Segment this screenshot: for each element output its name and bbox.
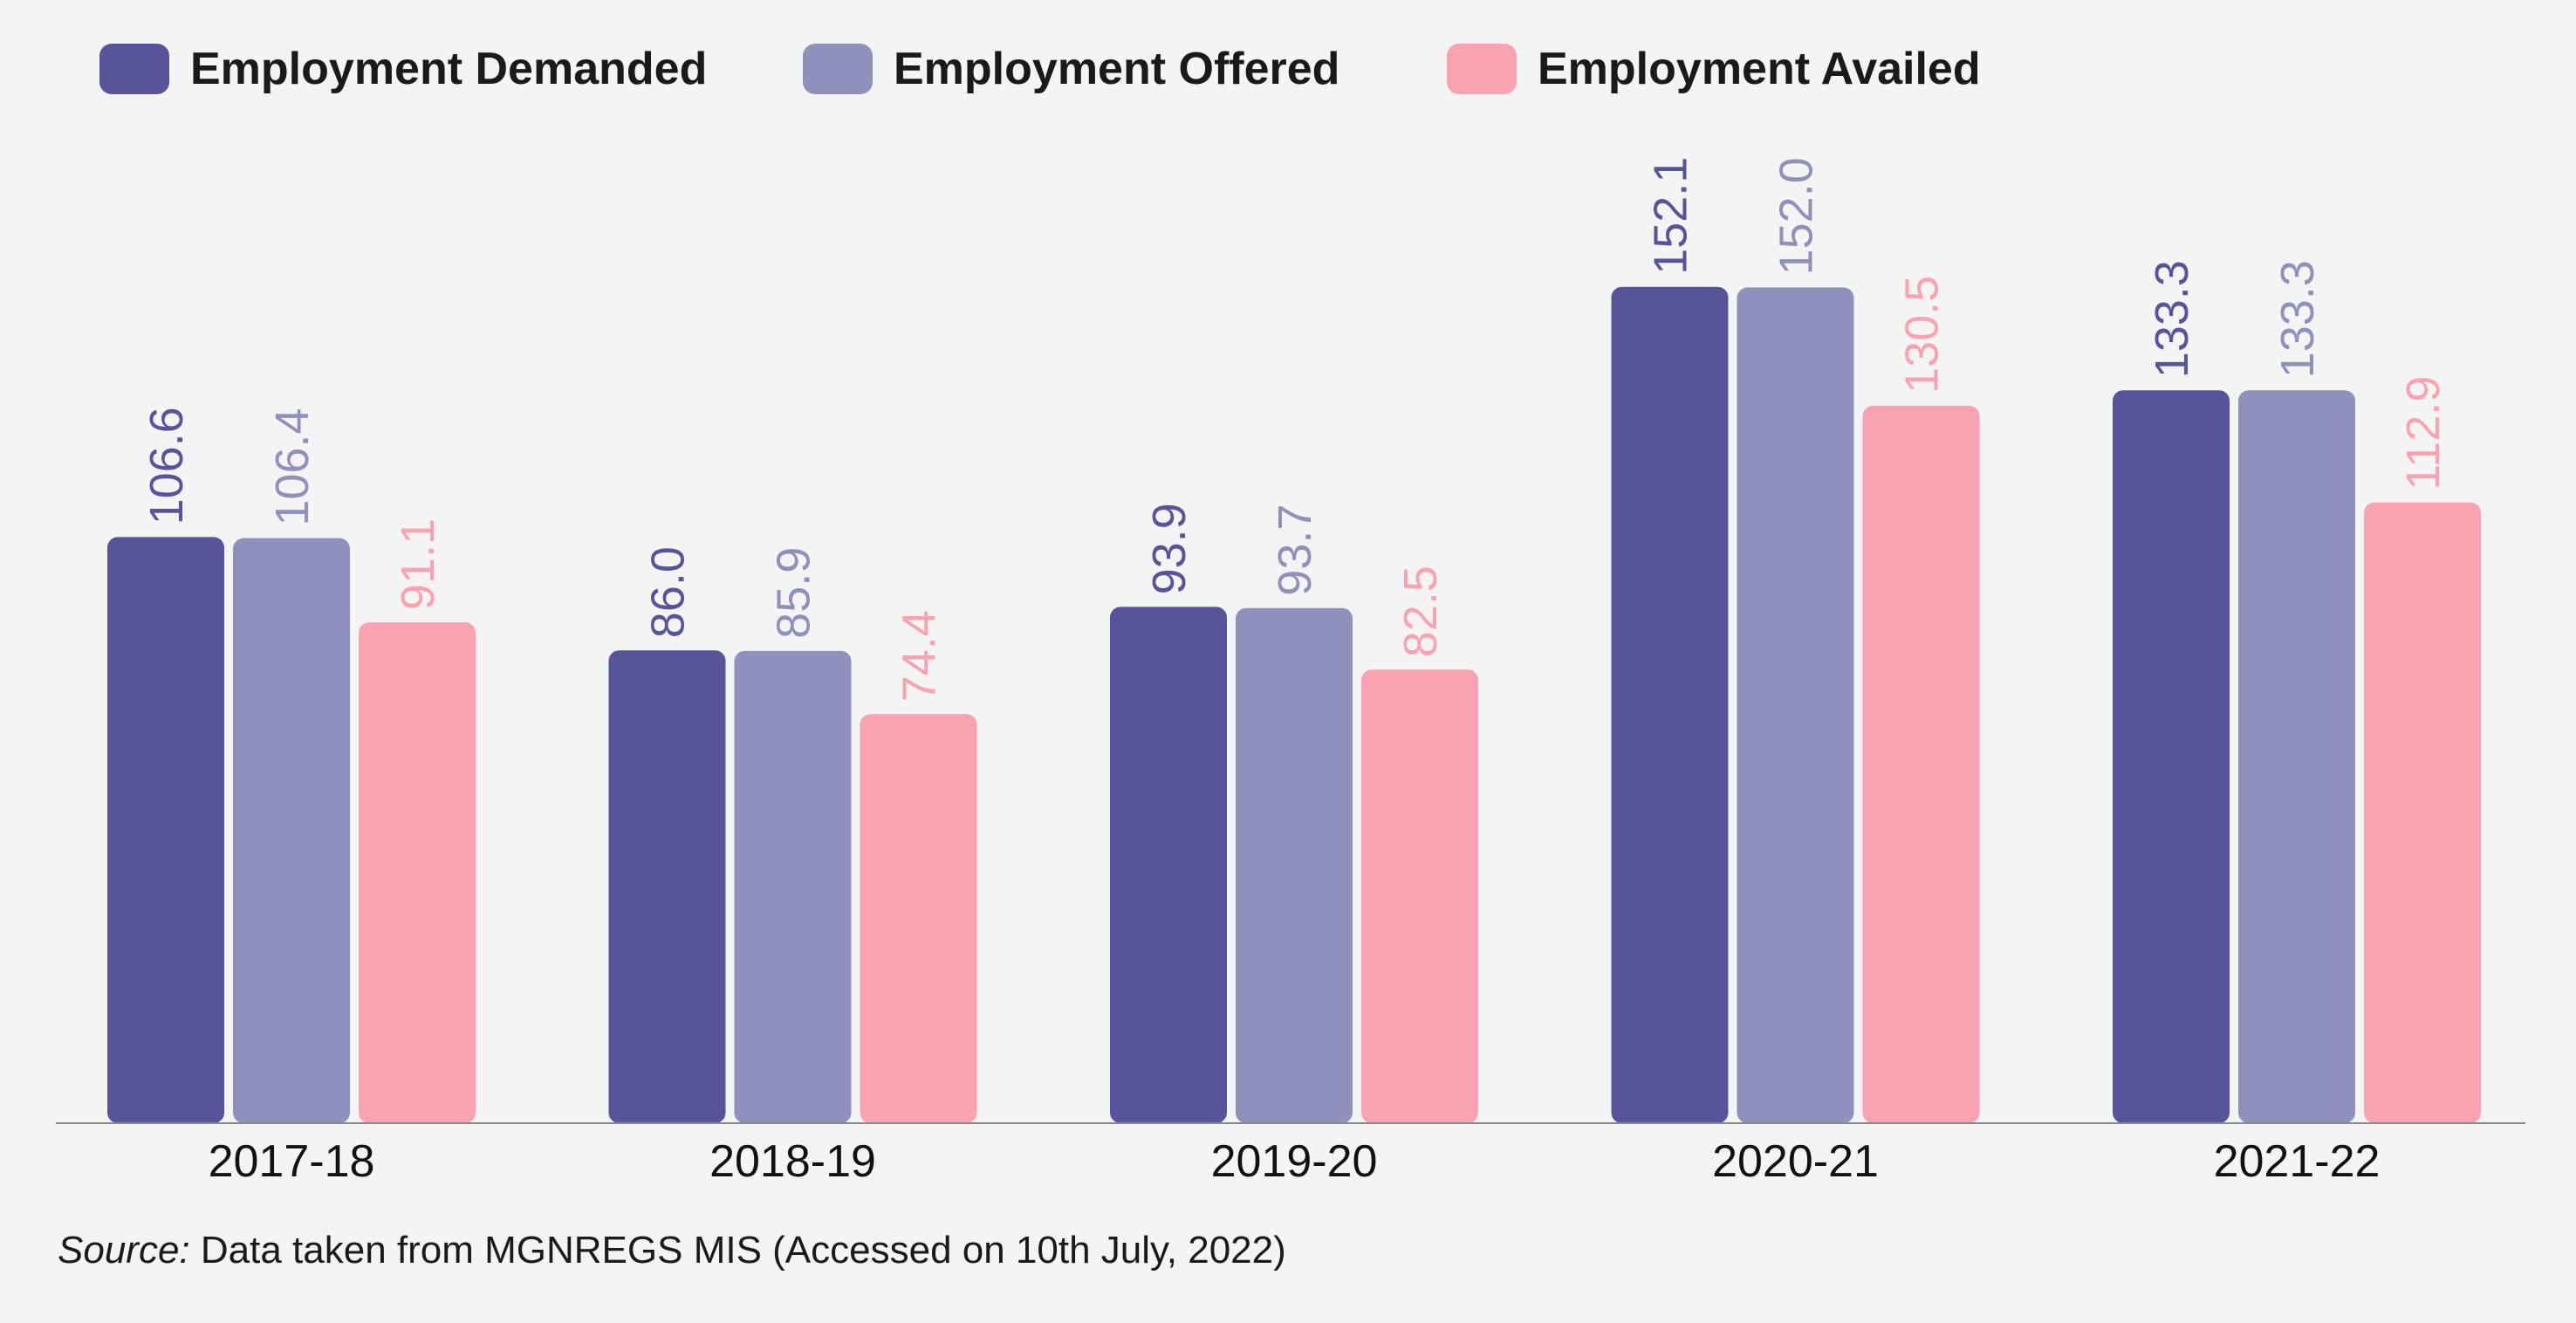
- data-label-employment-offered-2017-18: 106.4: [266, 408, 319, 526]
- data-label-employment-demanded-2019-20: 93.9: [1143, 503, 1196, 594]
- bar-employment-demanded-2020-21: [1611, 286, 1729, 1123]
- data-label-employment-availed-2020-21: 130.5: [1896, 276, 1949, 394]
- legend-swatch-employment-offered: [803, 44, 873, 94]
- data-label-employment-availed-2017-18: 91.1: [392, 518, 444, 610]
- bar-group-2020-21: 152.1 152.0 130.5: [1611, 157, 1980, 1124]
- legend-label-employment-availed: Employment Availed: [1538, 44, 1981, 94]
- legend: Employment Demanded Employment Offered Emp…: [99, 44, 1981, 94]
- data-label-employment-offered-2020-21: 152.0: [1771, 157, 1823, 275]
- bar-employment-availed-2020-21: [1862, 405, 1980, 1124]
- bar-employment-offered-2017-18: [233, 538, 350, 1123]
- bar-group-2019-20: 93.9 93.7 82.5: [1110, 503, 1478, 1123]
- bar-employment-demanded-2018-19: [608, 650, 726, 1123]
- x-tick-label-2021-22: 2021-22: [2214, 1136, 2381, 1187]
- bar-employment-availed-2019-20: [1361, 669, 1478, 1123]
- legend-label-employment-demanded: Employment Demanded: [190, 44, 707, 94]
- data-label-employment-offered-2021-22: 133.3: [2271, 260, 2324, 378]
- data-label-employment-demanded-2020-21: 152.1: [1645, 157, 1697, 275]
- data-label-employment-availed-2019-20: 82.5: [1394, 566, 1447, 657]
- bar-employment-demanded-2017-18: [107, 537, 224, 1123]
- bar-group-2018-19: 86.0 85.9 74.4: [608, 546, 977, 1123]
- bar-employment-demanded-2019-20: [1110, 607, 1227, 1123]
- bar-employment-demanded-2021-22: [2113, 390, 2230, 1124]
- bar-groups: 106.6 106.4 91.1 86.0 85.9 74.4 93.9 93.7 82.5 15…: [107, 157, 2481, 1124]
- data-label-employment-offered-2019-20: 93.7: [1269, 504, 1321, 596]
- legend-swatch-employment-demanded: [99, 44, 169, 94]
- bar-employment-availed-2018-19: [860, 714, 977, 1123]
- x-tick-label-2018-19: 2018-19: [709, 1136, 876, 1187]
- source-prefix: Source:: [58, 1229, 190, 1272]
- bar-employment-offered-2019-20: [1236, 607, 1353, 1123]
- bar-employment-offered-2020-21: [1737, 287, 1854, 1123]
- bar-employment-availed-2017-18: [359, 622, 476, 1123]
- data-label-employment-demanded-2021-22: 133.3: [2146, 260, 2198, 378]
- legend-label-employment-offered: Employment Offered: [894, 44, 1339, 94]
- bar-employment-offered-2018-19: [734, 650, 852, 1123]
- data-label-employment-demanded-2018-19: 86.0: [642, 546, 695, 638]
- x-tick-label-2017-18: 2017-18: [209, 1136, 375, 1187]
- data-label-employment-demanded-2017-18: 106.6: [140, 407, 193, 524]
- source-text: Data taken from MGNREGS MIS (Accessed on…: [189, 1229, 1286, 1272]
- bar-group-2017-18: 106.6 106.4 91.1: [107, 407, 476, 1123]
- legend-swatch-employment-availed: [1447, 44, 1517, 94]
- bar-group-2021-22: 133.3 133.3 112.9: [2113, 260, 2481, 1124]
- data-label-employment-offered-2018-19: 85.9: [768, 547, 820, 639]
- x-tick-label-2020-21: 2020-21: [1712, 1136, 1879, 1187]
- bar-employment-availed-2021-22: [2364, 502, 2481, 1123]
- bar-employment-offered-2021-22: [2238, 390, 2355, 1124]
- x-tick-label-2019-20: 2019-20: [1211, 1136, 1378, 1187]
- source-note: Source: Data taken from MGNREGS MIS (Acc…: [58, 1229, 1286, 1272]
- data-label-employment-availed-2021-22: 112.9: [2397, 376, 2449, 490]
- x-axis-tick-labels: 2017-18 2018-19 2019-20 2020-21 2021-22: [209, 1136, 2381, 1187]
- data-label-employment-availed-2018-19: 74.4: [894, 610, 946, 702]
